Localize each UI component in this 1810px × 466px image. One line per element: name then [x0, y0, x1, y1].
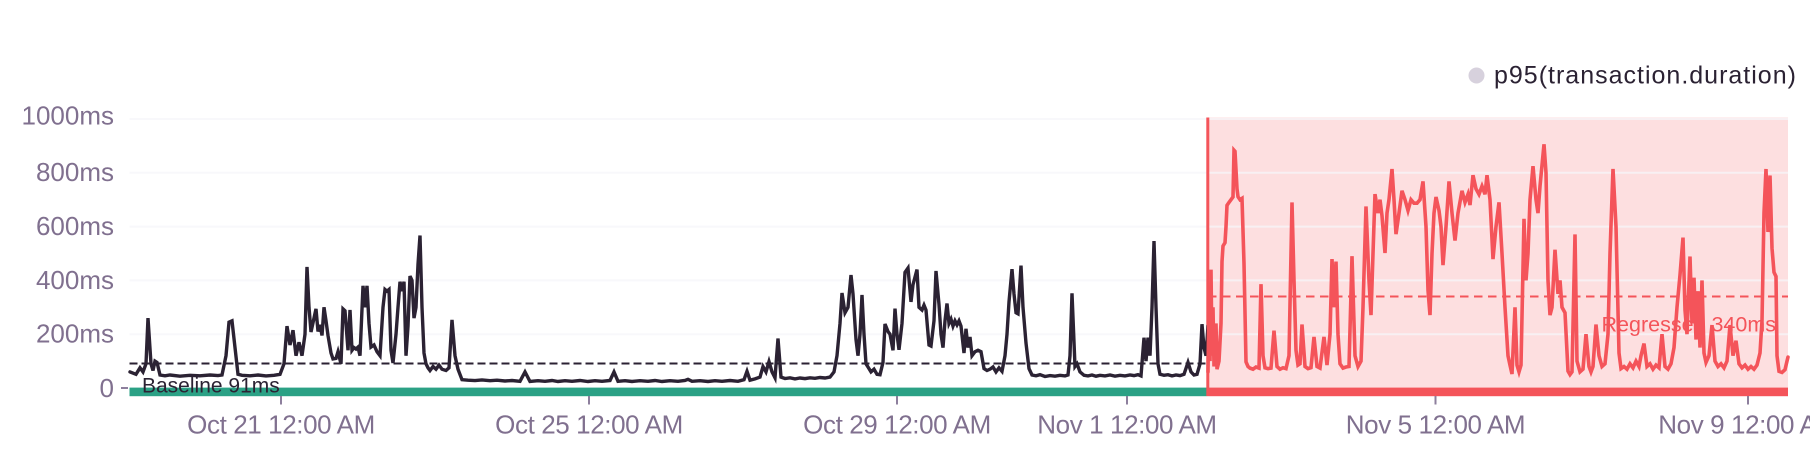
svg-text:Oct 29 12:00 AM: Oct 29 12:00 AM	[803, 410, 991, 440]
svg-text:Oct 21 12:00 AM: Oct 21 12:00 AM	[187, 410, 375, 440]
svg-text:600ms: 600ms	[36, 211, 114, 241]
svg-text:Oct 25 12:00 AM: Oct 25 12:00 AM	[495, 410, 683, 440]
svg-text:800ms: 800ms	[36, 157, 114, 187]
svg-text:0: 0	[100, 373, 114, 403]
svg-text:Baseline 91ms: Baseline 91ms	[142, 375, 280, 398]
svg-text:400ms: 400ms	[36, 265, 114, 295]
svg-text:p95(transaction.duration): p95(transaction.duration)	[1494, 62, 1797, 90]
svg-text:Nov 5 12:00 AM: Nov 5 12:00 AM	[1346, 410, 1525, 440]
svg-text:Nov 1 12:00 AM: Nov 1 12:00 AM	[1037, 410, 1216, 440]
svg-text:Nov 9 12:00 AM: Nov 9 12:00 AM	[1658, 410, 1810, 440]
svg-text:1000ms: 1000ms	[22, 101, 115, 131]
svg-text:200ms: 200ms	[36, 319, 114, 349]
